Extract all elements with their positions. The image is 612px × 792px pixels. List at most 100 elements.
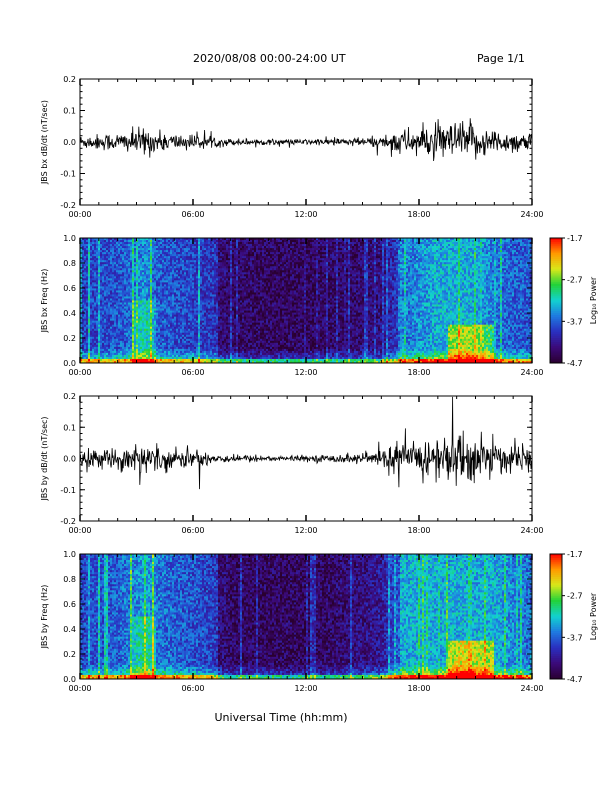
spectrogram-cell xyxy=(182,340,185,344)
spectrogram-cell xyxy=(158,338,161,342)
spectrogram-cell xyxy=(86,292,89,295)
spectrogram-cell xyxy=(162,358,165,362)
spectrogram-cell xyxy=(198,324,201,328)
spectrogram-cell xyxy=(174,336,177,340)
spectrogram-cell xyxy=(108,358,111,362)
spectrogram-cell xyxy=(172,348,175,352)
spectrogram-cell xyxy=(116,272,119,275)
spectrogram-cell xyxy=(194,314,197,318)
spectrogram-cell xyxy=(130,342,133,346)
spectrogram-cell xyxy=(104,332,107,336)
spectrogram-cell xyxy=(86,272,89,275)
spectrogram-cell xyxy=(178,330,181,334)
spectrogram-cell xyxy=(150,346,153,350)
spectrogram-cell xyxy=(188,278,191,281)
spectrogram-cell xyxy=(168,288,171,291)
spectrogram-cell xyxy=(196,344,199,348)
spectrogram-cell xyxy=(138,310,141,313)
spectrogram-cell xyxy=(110,342,113,346)
spectrogram-cell xyxy=(112,322,115,326)
spectrogram-cell xyxy=(122,340,125,344)
spectrogram-cell xyxy=(108,310,111,313)
spectrogram-cell xyxy=(108,360,111,364)
spectrogram-cell xyxy=(158,328,161,332)
spectrogram-cell xyxy=(104,250,107,253)
spectrogram-cell xyxy=(196,260,199,263)
spectrogram-cell xyxy=(126,356,129,360)
spectrogram-cell xyxy=(188,360,191,364)
spectrogram-cell xyxy=(82,256,85,259)
spectrogram-cell xyxy=(104,348,107,352)
spectrogram-cell xyxy=(122,260,125,263)
spectrogram-cell xyxy=(84,252,87,255)
spectrogram-cell xyxy=(154,246,157,249)
spectrogram-cell xyxy=(112,344,115,348)
spectrogram-cell xyxy=(112,316,115,320)
spectrogram-cell xyxy=(168,300,171,303)
spectrogram-cell xyxy=(148,266,151,269)
spectrogram-cell xyxy=(184,328,187,332)
spectrogram-cell xyxy=(172,238,175,241)
spectrogram-cell xyxy=(176,240,179,243)
spectrogram-cell xyxy=(156,280,159,283)
spectrogram-cell xyxy=(168,244,171,247)
series-trace xyxy=(79,118,533,162)
spectrogram-cell xyxy=(92,286,95,289)
spectrogram-cell xyxy=(92,252,95,255)
spectrogram-cell xyxy=(132,300,135,303)
spectrogram-cell xyxy=(88,310,91,313)
spectrogram-cell xyxy=(128,346,131,350)
spectrogram-cell xyxy=(124,348,127,352)
spectrogram-cell xyxy=(118,326,121,330)
spectrogram-cell xyxy=(168,294,171,297)
spectrogram-cell xyxy=(180,304,183,307)
spectrogram-cell xyxy=(176,314,179,318)
spectrogram-cell xyxy=(104,254,107,257)
spectrogram-cell xyxy=(140,240,143,243)
spectrogram-cell xyxy=(158,266,161,269)
spectrogram-cell xyxy=(106,308,109,311)
spectrogram-cell xyxy=(88,326,91,330)
spectrogram-cell xyxy=(84,322,87,326)
spectrogram-cell xyxy=(172,270,175,273)
spectrogram-cell xyxy=(96,250,99,253)
spectrogram-cell xyxy=(182,266,185,269)
spectrogram-cell xyxy=(134,308,137,311)
spectrogram-cell xyxy=(196,310,199,313)
spectrogram-cell xyxy=(130,254,133,257)
spectrogram-cell xyxy=(152,292,155,295)
spectrogram-cell xyxy=(102,290,105,293)
spectrogram-cell xyxy=(186,258,189,261)
spectrogram-cell xyxy=(114,268,117,271)
spectrogram-cell xyxy=(172,328,175,332)
spectrogram-cell xyxy=(102,320,105,324)
spectrogram-cell xyxy=(186,242,189,245)
spectrogram-cell xyxy=(90,272,93,275)
spectrogram-cell xyxy=(102,350,105,354)
spectrogram-cell xyxy=(186,356,189,360)
spectrogram-cell xyxy=(194,356,197,360)
spectrogram-cell xyxy=(122,292,125,295)
spectrogram-cell xyxy=(164,296,167,299)
spectrogram-cell xyxy=(80,300,83,303)
spectrogram-cell xyxy=(112,266,115,269)
spectrogram-cell xyxy=(90,310,93,313)
spectrogram-cell xyxy=(84,290,87,293)
spectrogram-cell xyxy=(96,254,99,257)
spectrogram-cell xyxy=(138,238,141,241)
spectrogram-cell xyxy=(108,254,111,257)
spectrogram-cell xyxy=(124,244,127,247)
spectrogram-cell xyxy=(110,336,113,340)
spectrogram-cell xyxy=(124,336,127,340)
spectrogram-cell xyxy=(188,292,191,295)
spectrogram-cell xyxy=(96,338,99,342)
spectrogram-cell xyxy=(172,290,175,293)
spectrogram-cell xyxy=(178,270,181,273)
spectrogram-cell xyxy=(162,288,165,291)
spectrogram-cell xyxy=(144,354,147,358)
spectrogram-cell xyxy=(190,292,193,295)
spectrogram-cell xyxy=(168,248,171,251)
spectrogram-cell xyxy=(158,360,161,364)
spectrogram-cell xyxy=(166,288,169,291)
spectrogram-cell xyxy=(146,296,149,299)
